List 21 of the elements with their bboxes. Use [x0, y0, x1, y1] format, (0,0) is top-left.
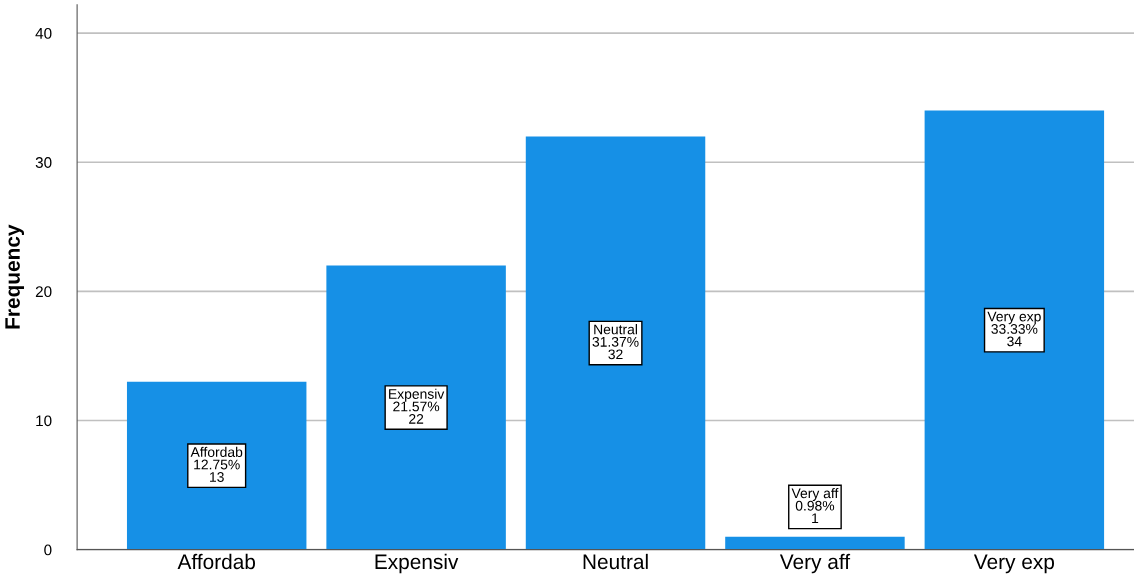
y-tick-label: 0 [44, 544, 52, 556]
y-tick-label: 40 [35, 27, 52, 39]
data-label: Expensiv 21.57% 22 [389, 388, 445, 424]
bar [725, 536, 905, 550]
data-label: Neutral 31.37% 32 [592, 324, 639, 360]
x-tick-label: Very exp [973, 554, 1055, 574]
x-tick-label: Neutral [583, 553, 648, 570]
x-tick-label: Affordab [177, 553, 256, 570]
data-label: Very aff 0.98% 1 [791, 488, 839, 523]
bar [924, 110, 1105, 550]
data-label: Affordab 12.75% 13 [190, 446, 243, 482]
y-tick-label: 30 [35, 157, 52, 168]
x-tick-label: Expensiv [375, 553, 459, 574]
data-label: Very exp 33.33% 34 [987, 311, 1041, 347]
x-tick-label: Very aff [779, 553, 851, 574]
bar [126, 381, 307, 550]
y-axis-title: Frequency [5, 224, 25, 329]
bar [326, 265, 506, 550]
y-tick-label: 20 [35, 286, 52, 298]
bar [525, 136, 706, 550]
y-tick-label: 10 [36, 415, 52, 427]
